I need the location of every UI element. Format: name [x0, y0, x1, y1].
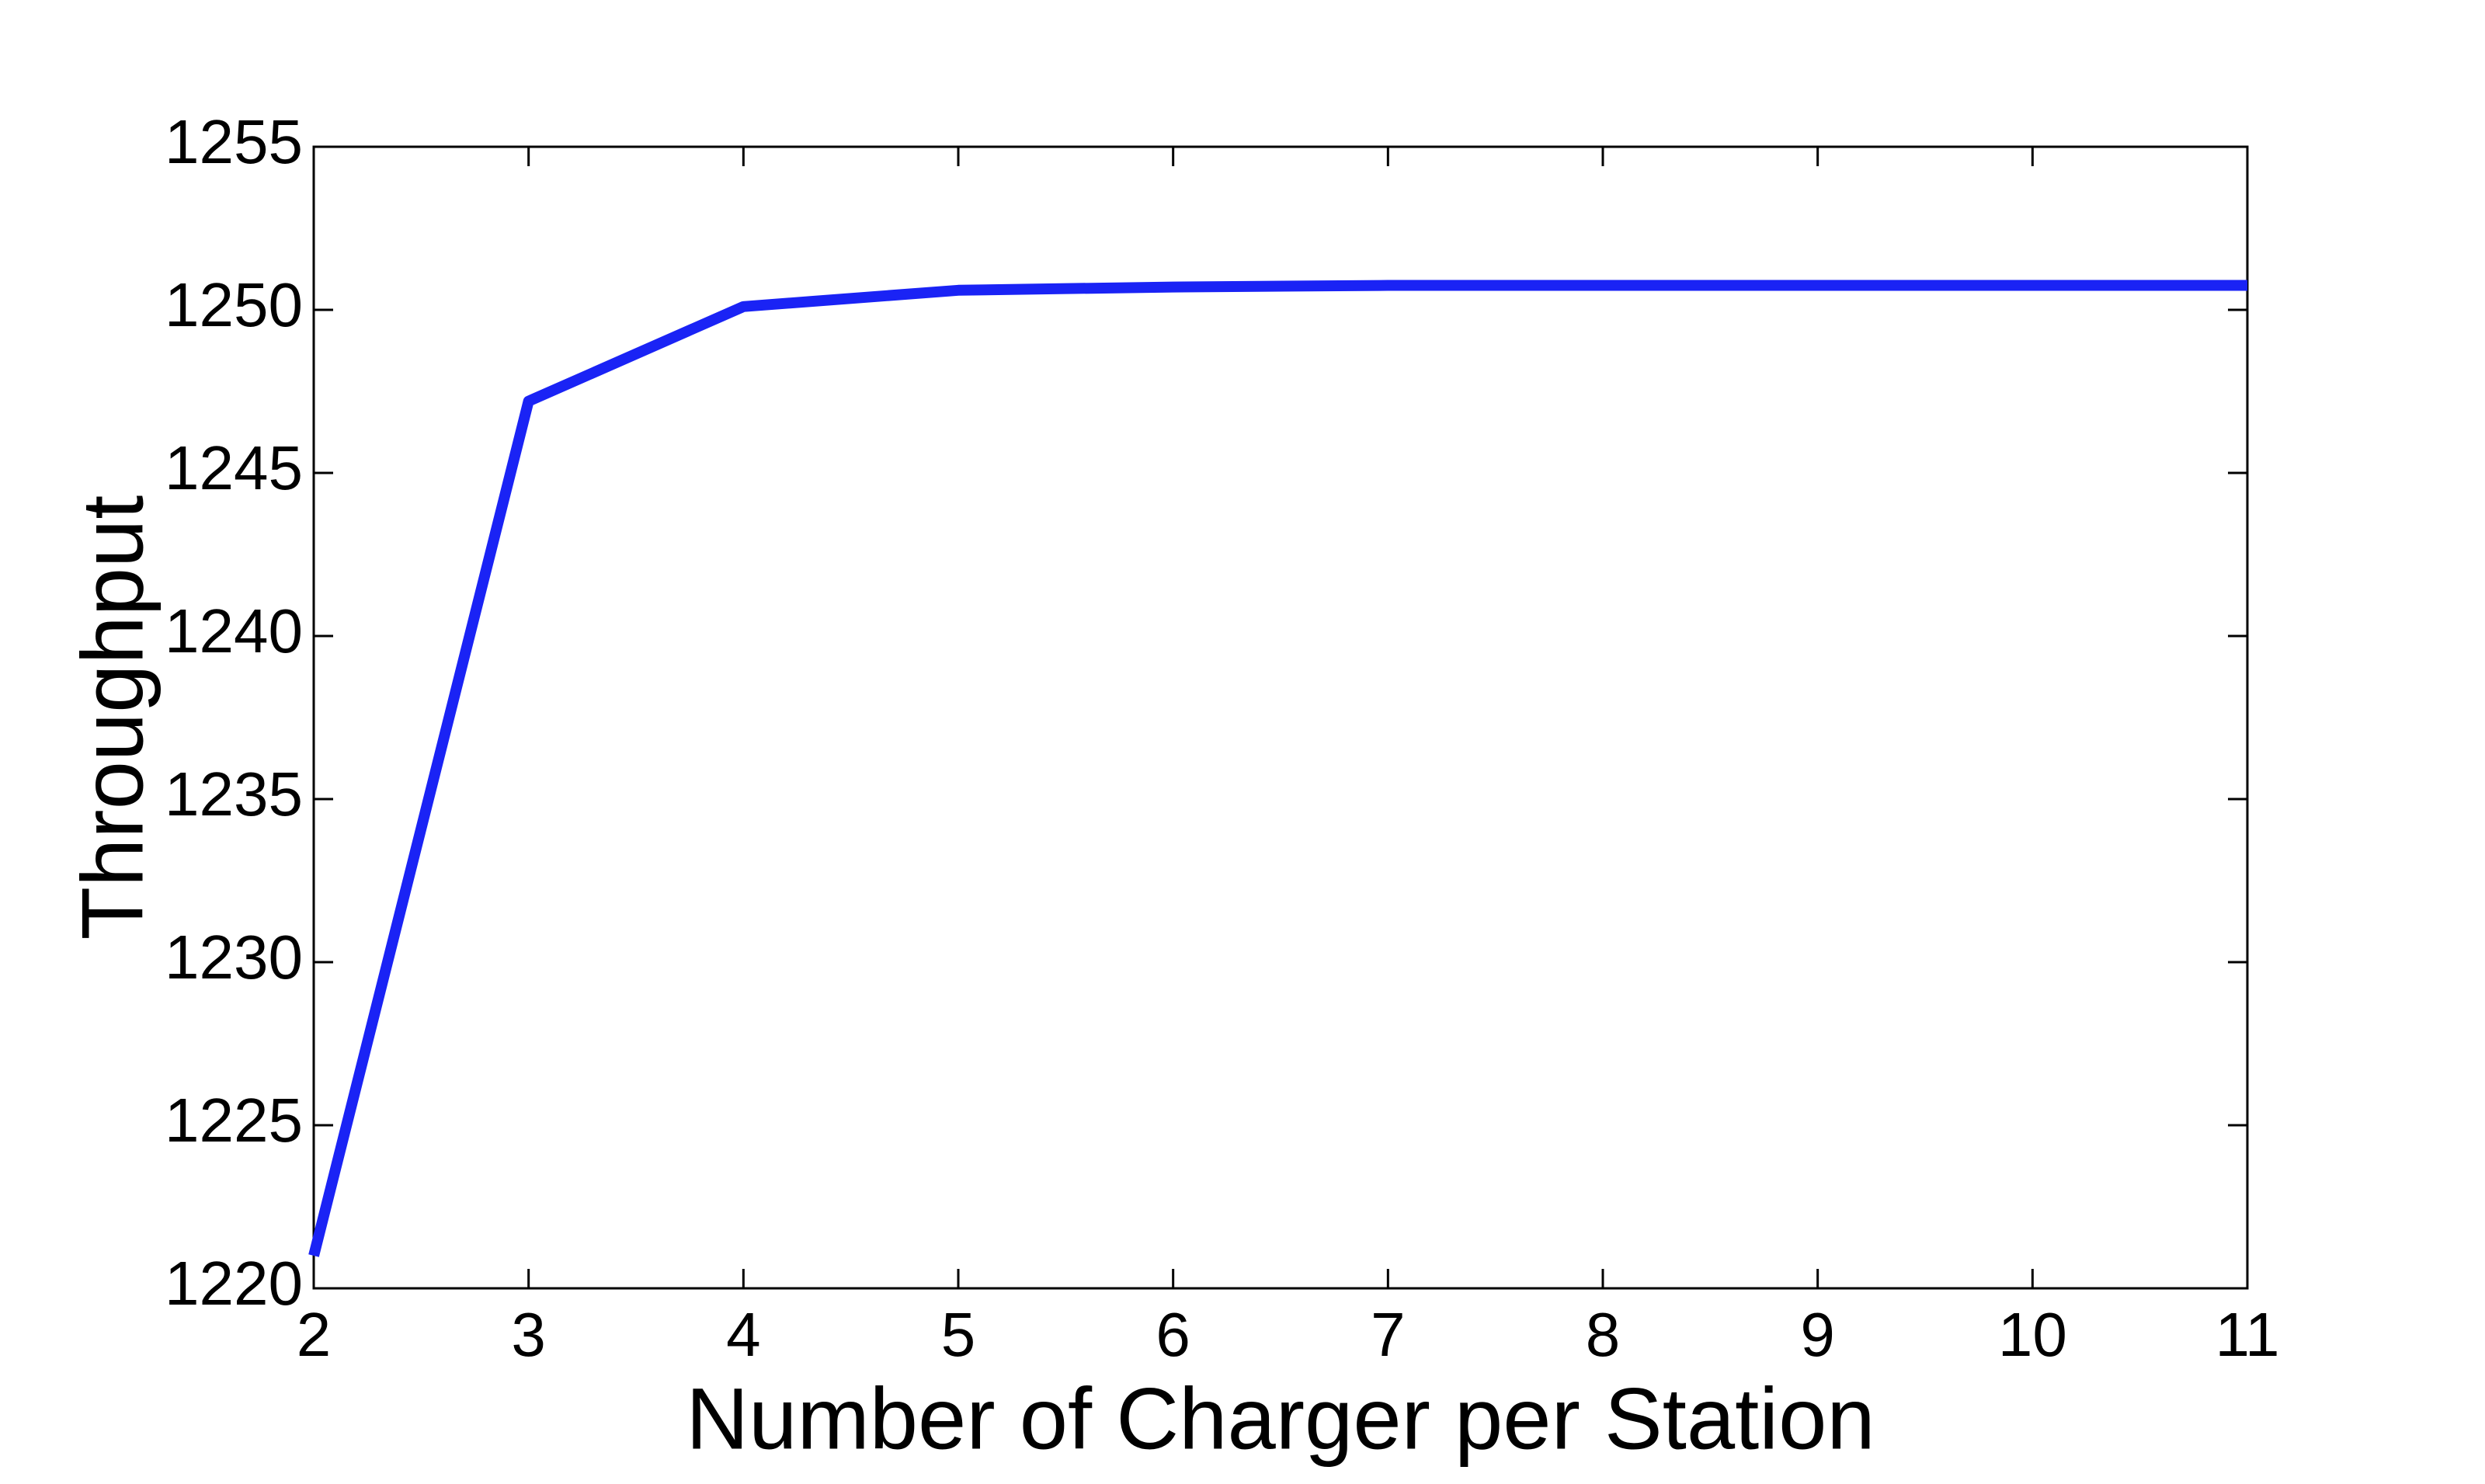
- y-tick-label: 1245: [165, 433, 303, 502]
- plot-frame: [312, 145, 2249, 1290]
- line-series: [308, 280, 2247, 1257]
- y-tick-label: 1240: [165, 596, 303, 666]
- x-tick-label: 5: [941, 1300, 976, 1369]
- y-tick-label: 1235: [165, 759, 303, 829]
- x-tick-label: 2: [297, 1300, 332, 1369]
- x-tick-label: 9: [1800, 1300, 1835, 1369]
- y-axis-label: Throughput: [64, 495, 162, 940]
- x-tick-label: 4: [726, 1300, 761, 1369]
- x-tick-label: 6: [1156, 1300, 1190, 1369]
- x-tick-label: 10: [1998, 1300, 2067, 1369]
- x-axis-label: Number of Charger per Station: [686, 1371, 1875, 1468]
- y-tick-label: 1230: [165, 923, 303, 992]
- y-tick-label: 1225: [165, 1086, 303, 1155]
- y-tick-label: 1255: [165, 107, 303, 176]
- x-tick-label: 8: [1586, 1300, 1621, 1369]
- y-tick-label: 1250: [165, 270, 303, 339]
- x-tick-label: 7: [1371, 1300, 1406, 1369]
- x-tick-label: 11: [2215, 1300, 2279, 1369]
- y-tick-label: 1220: [165, 1249, 303, 1318]
- x-tick-label: 3: [511, 1300, 546, 1369]
